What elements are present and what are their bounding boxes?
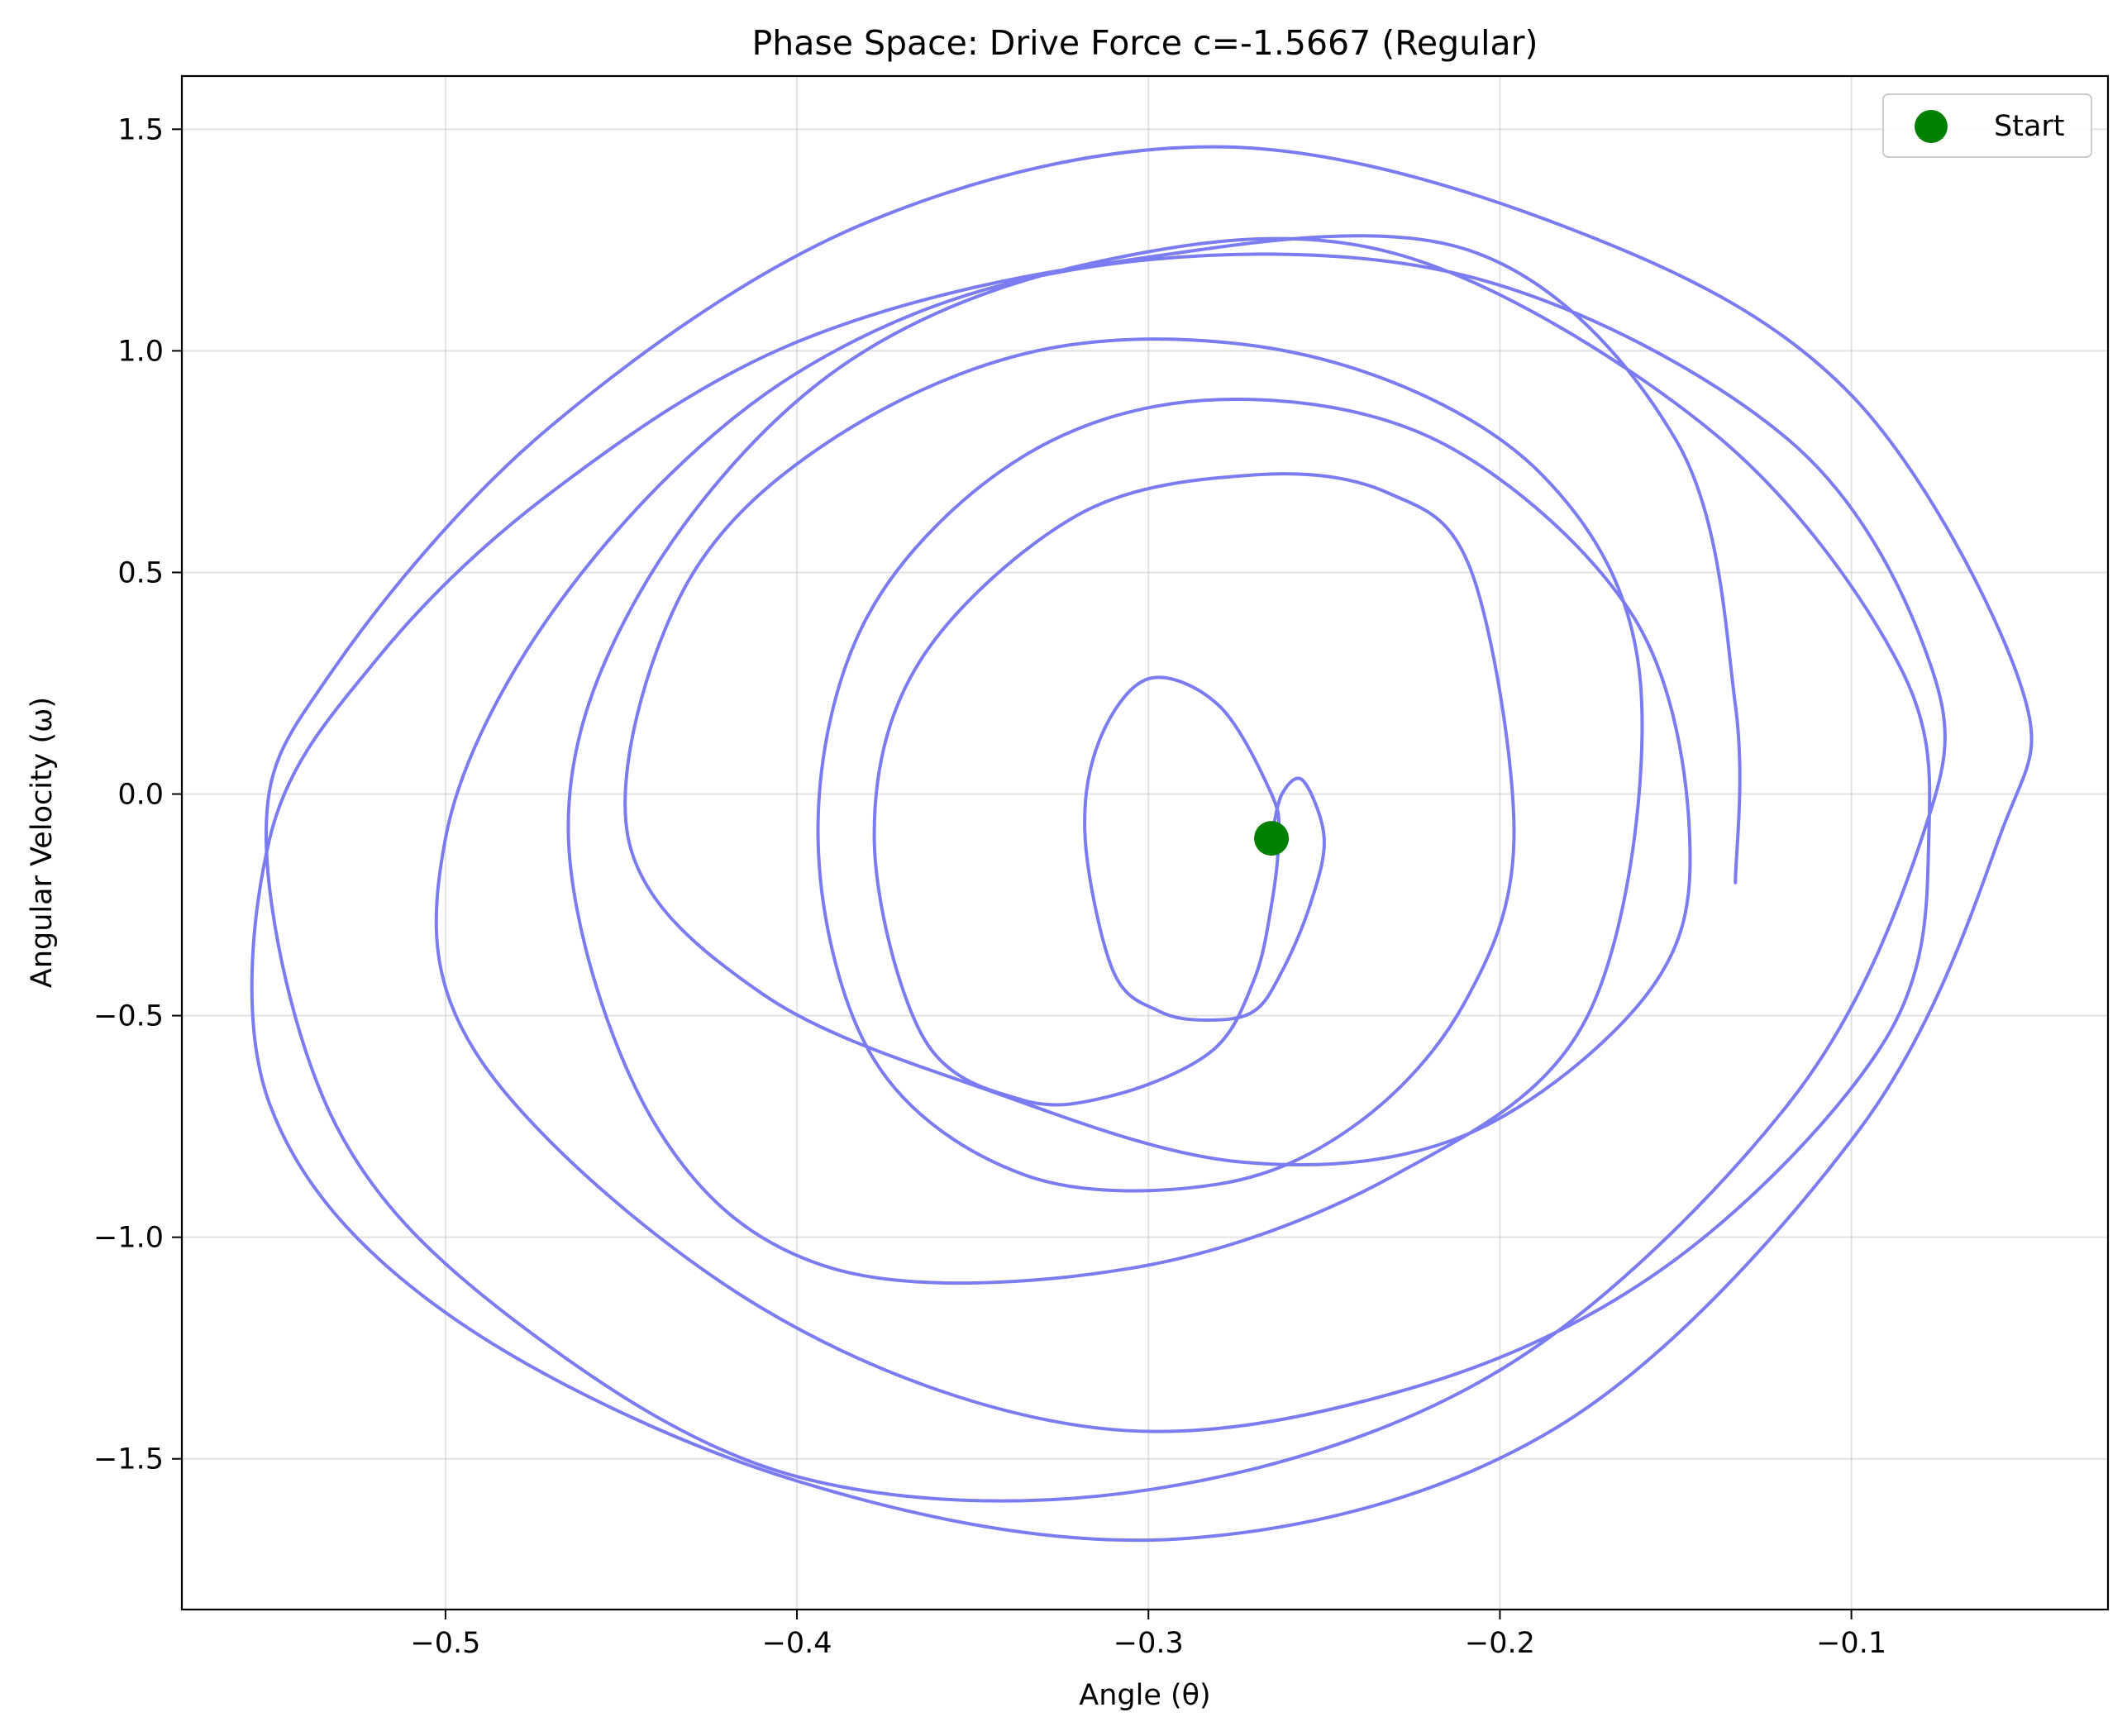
y-tick-label: −0.5 <box>93 1000 164 1033</box>
y-tick-label: 1.0 <box>117 335 164 368</box>
y-ticks: 1.5 1.0 0.5 0.0 −0.5 −1.0 −1.5 <box>93 113 182 1476</box>
series-layer <box>250 145 2034 1543</box>
start-point-marker <box>1254 821 1290 856</box>
x-axis-label: Angle (θ) <box>1079 1679 1210 1712</box>
legend-marker-start <box>1915 110 1948 143</box>
y-axis-label: Angular Velocity (ω) <box>26 697 59 988</box>
x-tick-label: −0.2 <box>1465 1627 1535 1660</box>
grid <box>182 76 2108 1610</box>
y-tick-label: 0.0 <box>117 779 164 812</box>
legend-label-start: Start <box>1994 110 2065 143</box>
y-tick-label: 0.5 <box>117 556 164 589</box>
x-tick-label: −0.3 <box>1114 1627 1184 1660</box>
chart-title: Phase Space: Drive Force c=-1.5667 (Regu… <box>752 23 1538 63</box>
x-tick-label: −0.4 <box>762 1627 832 1660</box>
x-ticks: −0.5 −0.4 −0.3 −0.2 −0.1 <box>410 1610 1886 1660</box>
x-tick-label: −0.1 <box>1816 1627 1886 1660</box>
x-tick-label: −0.5 <box>410 1627 480 1660</box>
plot-frame <box>180 74 2110 1611</box>
y-tick-label: −1.5 <box>93 1443 164 1476</box>
legend: Start <box>1882 93 2092 158</box>
y-tick-label: −1.0 <box>93 1222 164 1255</box>
trajectory-line-0 <box>250 145 2034 1543</box>
marker-layer <box>1254 821 1290 856</box>
y-tick-label: 1.5 <box>117 113 164 146</box>
